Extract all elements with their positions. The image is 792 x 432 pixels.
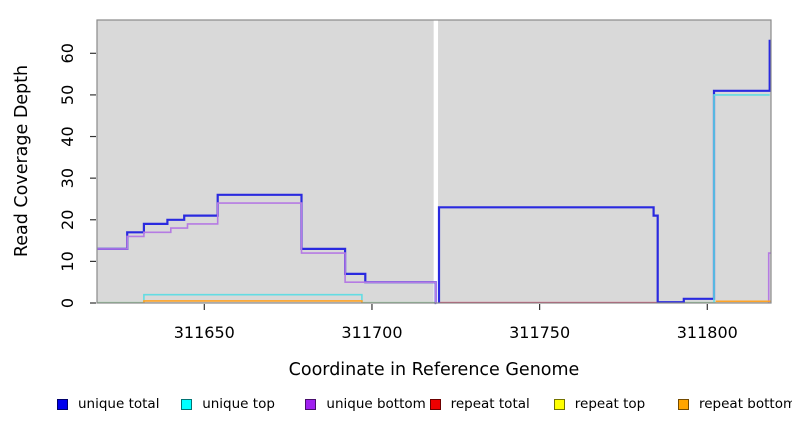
series-line-unique-bottom xyxy=(97,202,771,304)
y-tick-label: 40 xyxy=(58,126,77,146)
y-tick-label: 60 xyxy=(58,43,77,63)
series-line-repeat-bottom xyxy=(143,300,771,303)
legend-label: unique top xyxy=(202,396,275,412)
legend-item-repeat-top: repeat top xyxy=(553,396,646,412)
legend-swatch-icon xyxy=(429,398,441,410)
legend-label: repeat total xyxy=(450,396,530,412)
y-tick-label: 20 xyxy=(58,210,77,230)
legend-swatch-icon xyxy=(305,398,317,410)
y-tick-label: 30 xyxy=(58,168,77,188)
masked-gap-region xyxy=(433,20,439,303)
x-tick-label: 311700 xyxy=(341,323,402,342)
plot-border xyxy=(96,19,772,304)
chart-legend: unique total unique top unique bottom repea… xyxy=(0,396,792,416)
legend-label: repeat top xyxy=(574,396,646,412)
legend-swatch-icon xyxy=(553,398,565,410)
legend-item-repeat-bottom: repeat bottom xyxy=(678,396,792,412)
y-tick-label: 10 xyxy=(58,251,77,271)
legend-swatch-icon xyxy=(57,398,68,410)
legend-swatch-icon xyxy=(678,398,689,410)
x-axis-title: Coordinate in Reference Genome xyxy=(289,360,580,380)
y-tick-label: 0 xyxy=(58,298,77,308)
x-tick-label: 311800 xyxy=(677,323,738,342)
legend-swatch-icon xyxy=(181,398,193,410)
legend-label: unique bottom xyxy=(326,396,426,412)
legend-item-repeat-total: repeat total xyxy=(429,396,530,412)
x-tick-label: 311750 xyxy=(509,323,570,342)
y-tick-label: 50 xyxy=(58,85,77,105)
x-tick-label: 311650 xyxy=(174,323,235,342)
legend-item-unique-total: unique total xyxy=(57,396,159,412)
plot-area xyxy=(97,20,771,303)
series-line-unique-top xyxy=(143,94,770,303)
legend-item-unique-bottom: unique bottom xyxy=(305,396,426,412)
legend-label: unique total xyxy=(78,396,160,412)
axes: 311650 311700 311750 311800 0 10 20 30 40 50 60 xyxy=(58,19,772,342)
legend-label: repeat bottom xyxy=(699,396,792,412)
y-axis-title: Read Coverage Depth xyxy=(12,65,32,257)
legend-item-unique-top: unique top xyxy=(181,396,275,412)
